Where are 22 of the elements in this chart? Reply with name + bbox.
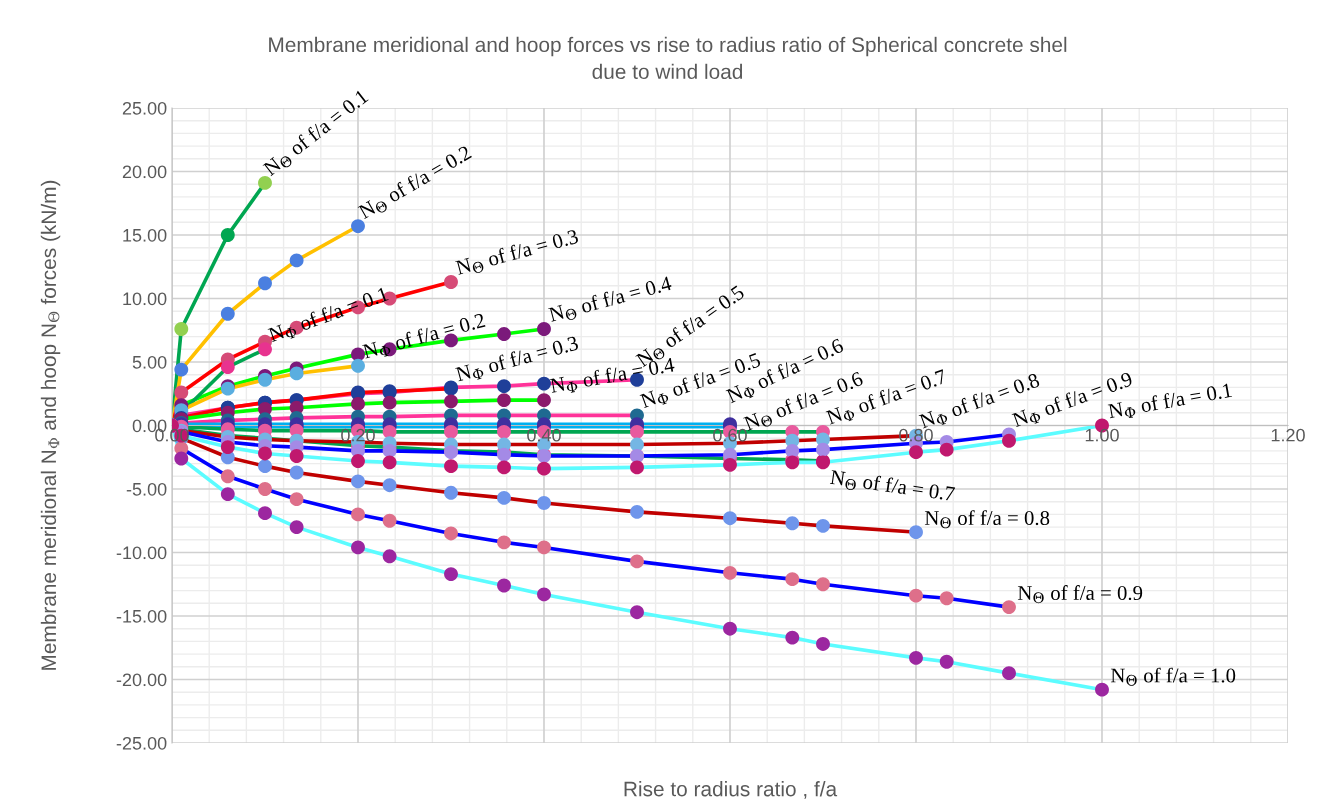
y-tick-label: -15.00 [116,609,167,623]
y-tick-label: 5.00 [132,355,167,369]
series-label: N$_{Θ}$ of f/a = 1.0 [1110,667,1236,686]
x-tick-label: 1.20 [1271,428,1305,442]
y-tick-label: 20.00 [122,165,167,179]
y-axis-title: Membrane meridional N$_{Φ}$ and hoop N$_{Θ}$ forces (kN/m) [40,180,61,670]
y-tick-label: 15.00 [123,228,167,242]
text: N$_{Θ}$ of f/a = 0.3 [454,228,580,278]
series-label: N$_{Θ}$ of f/a = 0.8 [924,510,1050,529]
x-tick-label: 1.00 [1085,428,1119,442]
y-tick-label: -5.00 [126,482,167,496]
text: N$_{Θ}$ of f/a = 0.7 [829,469,956,505]
y-tick-label: -20.00 [116,673,167,687]
y-tick-label: 10.00 [123,292,167,306]
series-label: N$_{Θ}$ of f/a = 0.9 [1017,585,1143,604]
x-axis-title: Rise to radius ratio , f/a [624,781,838,799]
y-tick-label: -25.00 [116,736,167,750]
y-tick-label: -10.00 [116,546,167,560]
x-tick-label: 0.80 [899,428,933,442]
y-tick-label: 25.00 [122,101,167,115]
chart-title: Membrane meridional and hoop forces vs rise to radius ratio of Spherical concrete shel due to wind load [269,36,1067,80]
text: N$_{Θ}$ of f/a = 0.4 [547,275,674,325]
